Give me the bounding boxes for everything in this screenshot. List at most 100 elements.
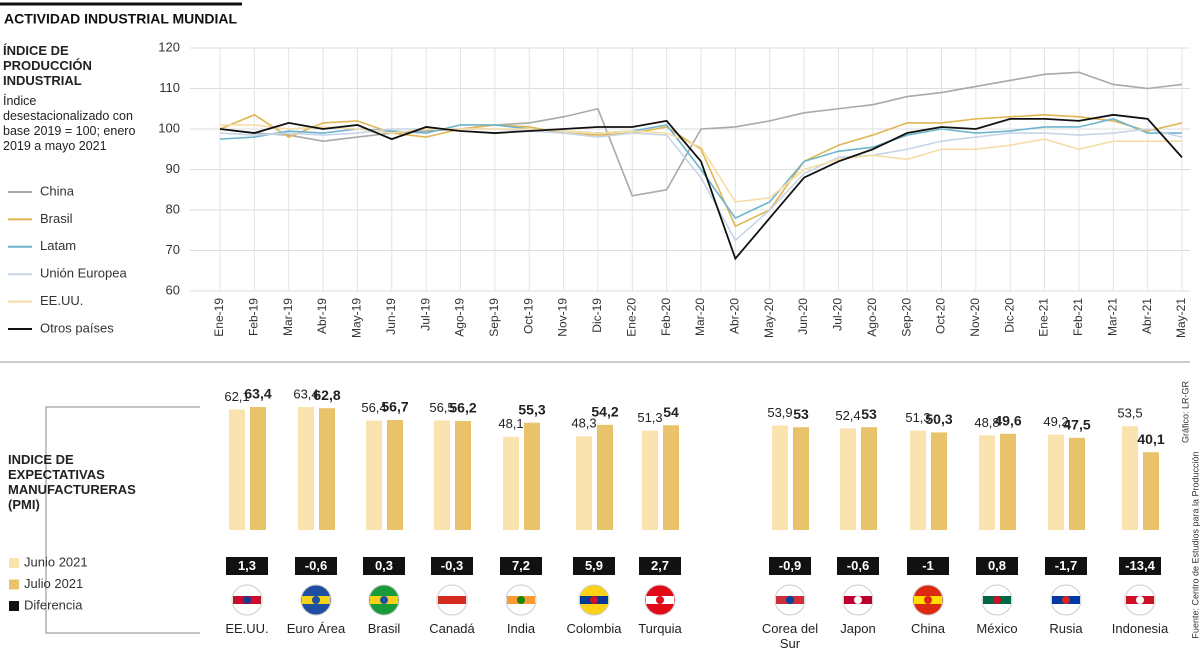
flag-emblem [590,596,598,604]
difference-label: 0,3 [375,558,393,573]
bracket [45,406,200,634]
bar-value-label: 53 [861,406,877,422]
x-tick-label: Ago-20 [865,298,879,337]
flag-emblem [312,596,320,604]
x-tick-label: Sep-20 [899,298,913,337]
bar-value-label: 62,1 [224,389,249,404]
bar-value-label: 53,5 [1117,406,1142,421]
bar-value-label: 54,2 [591,404,618,420]
bar-value-label: 56,4 [361,400,386,415]
x-tick-label: Oct-19 [521,298,535,334]
legend-label: Julio 2021 [24,576,83,591]
bar-value-label: 54 [663,404,679,420]
flag-emblem [786,596,794,604]
flag-emblem [380,596,388,604]
legend-label: China [40,183,75,198]
bar [455,420,471,530]
x-tick-label: Dic-20 [1002,298,1016,333]
bar [434,420,450,530]
bar [840,428,856,530]
bar [319,408,335,530]
flag-emblem [1136,596,1144,604]
bar [387,420,403,530]
line-title: ÍNDICE DE PRODUCCIÓN INDUSTRIAL [3,43,92,88]
bar [503,436,519,530]
x-tick-label: Nov-20 [968,298,982,337]
bar [979,435,995,530]
bar-value-label: 56,5 [429,400,454,415]
difference-box [1119,557,1161,575]
difference-box [295,557,337,575]
x-tick-label: May-21 [1174,298,1188,338]
legend-label: EE.UU. [40,293,83,308]
x-tick-label: Abr-21 [1140,298,1154,334]
bar-title: INDICE DE EXPECTATIVAS MANUFACTURERAS (P… [8,452,136,512]
country-label: Rusia [1049,621,1083,636]
x-tick-label: Feb-20 [659,298,673,336]
legend-label: Otros países [40,320,114,335]
difference-label: -0,6 [305,558,327,573]
difference-label: 5,9 [585,558,603,573]
legend-label: Brasil [40,211,73,226]
country-label: Turquia [638,621,682,636]
difference-box [1045,557,1087,575]
y-tick-label: 110 [159,80,180,95]
legend-label: Unión Europea [40,266,127,281]
bar-value-label: 40,1 [1137,431,1164,447]
x-tick-label: Nov-19 [556,298,570,337]
series-line [219,113,1183,261]
x-tick-label: Jun-20 [796,298,810,335]
country-label: India [506,621,536,636]
bar [931,432,947,530]
bar-value-label: 53,9 [767,405,792,420]
y-tick-label: 90 [166,161,180,176]
difference-box [769,557,811,575]
difference-label: -0,3 [441,558,463,573]
x-tick-label: Abr-20 [728,298,742,334]
bar [250,407,266,530]
flag-emblem [924,596,932,604]
difference-box [573,557,615,575]
bar-value-label: 51,3 [637,410,662,425]
x-tick-label: Feb-21 [1071,298,1085,336]
bar-value-label: 47,5 [1063,417,1090,433]
legend-label: Diferencia [24,597,83,612]
header-title: ACTIVIDAD INDUSTRIAL MUNDIAL [4,11,238,27]
country-label: Canadá [429,621,475,636]
bar [772,425,788,530]
bar-value-label: 52,4 [835,408,860,423]
series-line [220,124,1182,203]
bar-value-label: 63,4 [293,386,318,401]
difference-label: 0,8 [988,558,1006,573]
country-label: EE.UU. [225,621,269,636]
bar [642,430,658,530]
legend-swatch [9,579,19,590]
series-line [219,113,1183,228]
bar-value-label: 55,3 [518,401,545,417]
flag-emblem [854,596,862,604]
x-tick-label: May-19 [350,298,364,338]
source: Fuente: Centro de Estudios para la Produ… [1190,451,1200,638]
x-tick-label: Ene-21 [1037,298,1051,337]
difference-label: 7,2 [512,558,530,573]
legend-label: Latam [40,238,76,253]
x-tick-label: Oct-20 [934,298,948,334]
bar-value-label: 56,2 [449,400,476,416]
legend-swatch [9,601,19,611]
difference-label: -0,6 [847,558,869,573]
x-tick-label: Feb-19 [247,298,261,336]
flag-emblem [517,596,525,604]
difference-box [639,557,681,575]
series-line [219,128,1183,242]
country-label: Japon [840,621,876,636]
difference-box [226,557,268,575]
difference-label: -13,4 [1125,558,1155,573]
bar [910,430,926,530]
difference-label: -1 [922,558,934,573]
country-label: Brasil [367,621,401,636]
flag-emblem [993,596,1001,604]
flag-emblem [1062,596,1070,604]
difference-label: -1,7 [1055,558,1077,573]
difference-label: 1,3 [238,558,256,573]
